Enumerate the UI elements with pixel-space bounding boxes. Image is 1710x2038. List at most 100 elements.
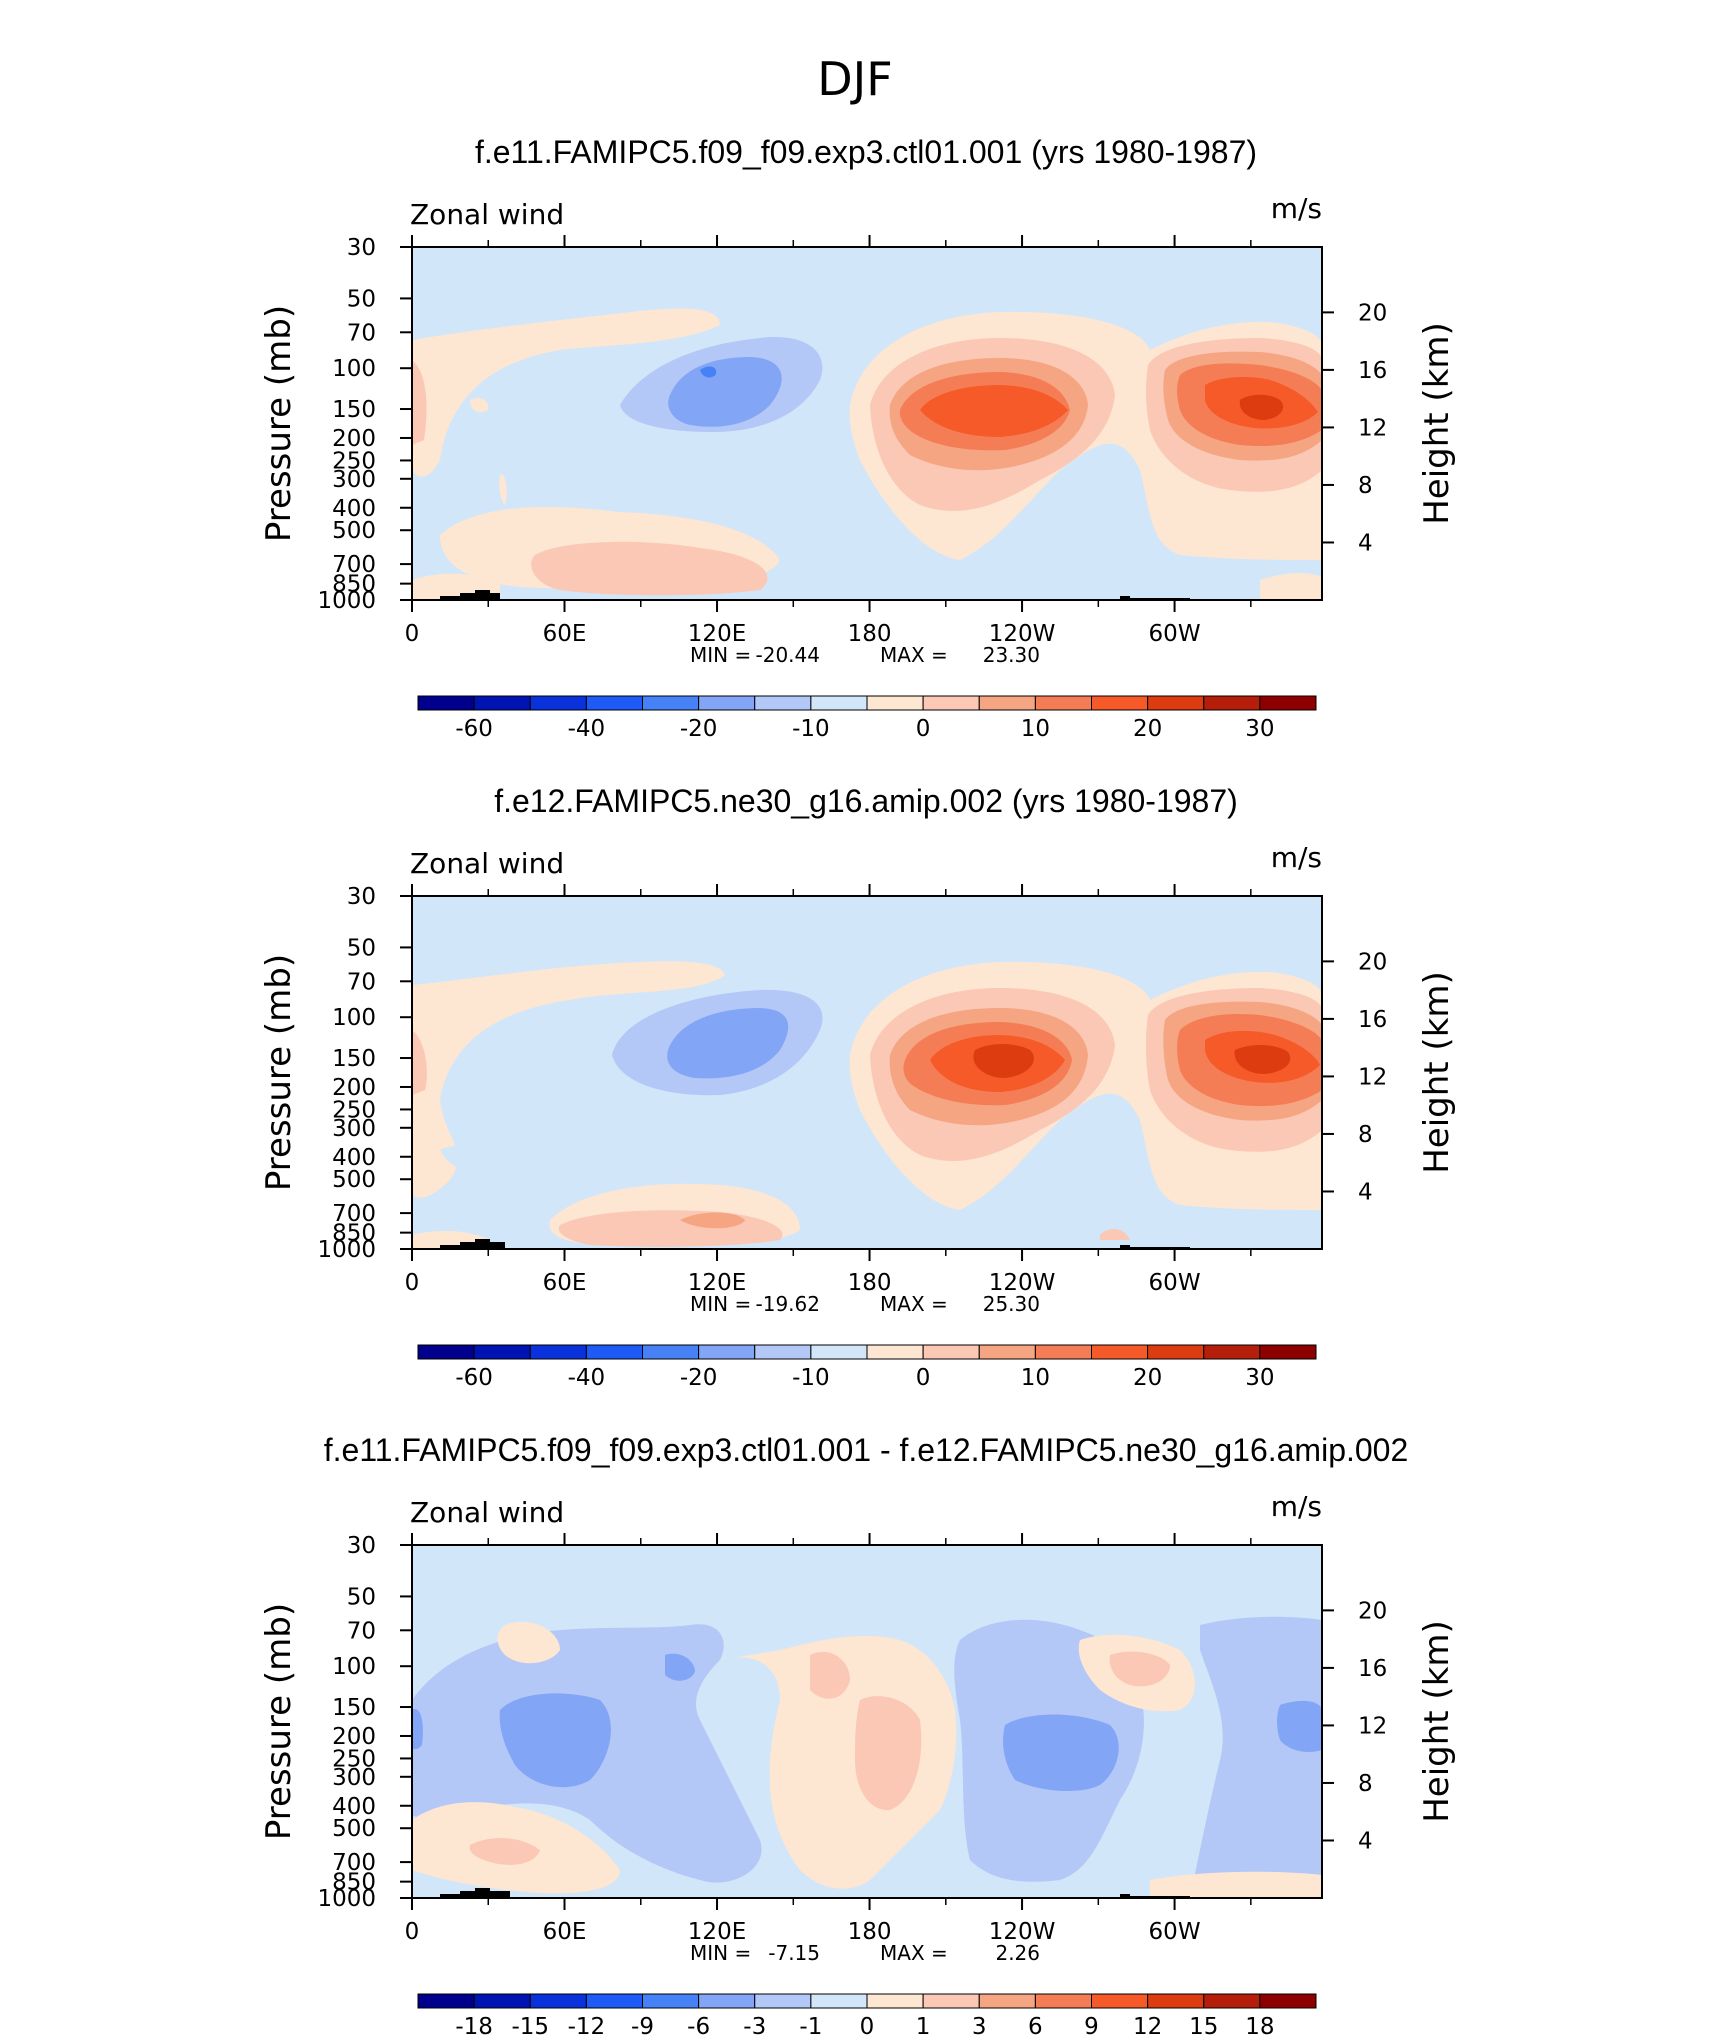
colorbar-label: 30 bbox=[1245, 1365, 1274, 1391]
colorbar-swatch bbox=[978, 695, 1036, 711]
colorbar-swatch bbox=[754, 1993, 812, 2009]
colorbar-swatch bbox=[1091, 1993, 1149, 2009]
colorbar-swatch bbox=[417, 1993, 475, 2009]
colorbar-label: -10 bbox=[792, 716, 830, 742]
y-tick-label: 300 bbox=[332, 1765, 376, 1791]
y-right-tick-label: 16 bbox=[1358, 1007, 1387, 1033]
field-label: Zonal wind bbox=[410, 847, 564, 880]
y-axis-title: Pressure (mb) bbox=[259, 954, 299, 1191]
y-tick-label: 850 bbox=[332, 1221, 376, 1247]
y-tick-label: 70 bbox=[347, 1618, 376, 1644]
colorbar-label: 1 bbox=[916, 2014, 931, 2038]
colorbar-label: -1 bbox=[799, 2014, 822, 2038]
colorbar-label: -60 bbox=[455, 1365, 493, 1391]
colorbar-swatch bbox=[698, 695, 756, 711]
x-tick-label: 0 bbox=[405, 621, 420, 647]
y-tick-label: 250 bbox=[332, 1746, 376, 1772]
y-right-tick-label: 8 bbox=[1358, 1122, 1373, 1148]
contour-positive bbox=[1239, 394, 1284, 420]
y-axis-title: Pressure (mb) bbox=[259, 305, 299, 542]
panel-amip002: f.e12.FAMIPC5.ne30_g16.amip.002 (yrs 198… bbox=[410, 783, 1323, 1250]
y-tick-label: 1000 bbox=[317, 1886, 376, 1912]
y-tick-label: 30 bbox=[347, 884, 376, 910]
y-tick-label: 1000 bbox=[317, 588, 376, 614]
contour-negative bbox=[700, 366, 717, 378]
y-tick-label: 100 bbox=[332, 1654, 376, 1680]
y-tick-label: 500 bbox=[332, 1816, 376, 1842]
colorbar-label: 0 bbox=[860, 2014, 875, 2038]
topography bbox=[440, 590, 500, 600]
colorbar-swatch bbox=[1147, 1993, 1205, 2009]
colorbar-swatch bbox=[698, 1344, 756, 1360]
units-label: m/s bbox=[1271, 192, 1322, 225]
colorbar-swatch bbox=[642, 1344, 700, 1360]
y-right-tick-label: 16 bbox=[1358, 358, 1387, 384]
y-tick-label: 1000 bbox=[317, 1237, 376, 1263]
topography bbox=[440, 1888, 510, 1898]
y-right-tick-label: 4 bbox=[1358, 1828, 1373, 1854]
colorbar-layer: -60 -40 -20 -10 0 10 20 30-60 -40 -20 -10 0 10 20 30-1… bbox=[417, 695, 1317, 2038]
x-tick-label: 60W bbox=[1149, 621, 1201, 647]
field-label: Zonal wind bbox=[410, 1496, 564, 1529]
x-tick-label: 0 bbox=[405, 1919, 420, 1945]
y-right-tick-label: 20 bbox=[1358, 949, 1387, 975]
colorbar-swatch bbox=[1091, 1344, 1149, 1360]
plot-frame bbox=[411, 246, 1323, 601]
colorbar-label: 6 bbox=[1028, 2014, 1043, 2038]
panel-title: f.e11.FAMIPC5.f09_f09.exp3.ctl01.001 (yr… bbox=[475, 134, 1257, 170]
colorbar-swatch bbox=[529, 695, 587, 711]
colorbar-label: -60 bbox=[455, 716, 493, 742]
contour-positive bbox=[497, 1621, 560, 1664]
contour-negative bbox=[1003, 1714, 1119, 1792]
colorbar-swatch bbox=[1034, 1993, 1092, 2009]
y-tick-label: 70 bbox=[347, 969, 376, 995]
y-tick-label: 200 bbox=[332, 1724, 376, 1750]
y-tick-label: 850 bbox=[332, 1870, 376, 1896]
x-tick-label: 0 bbox=[405, 1270, 420, 1296]
y-right-axis-title: Height (km) bbox=[1417, 971, 1457, 1174]
contour-positive bbox=[412, 360, 427, 445]
min-value: -19.62 bbox=[756, 1292, 820, 1316]
y-tick-label: 50 bbox=[347, 286, 376, 312]
colorbar-swatch bbox=[473, 695, 531, 711]
contour-positive bbox=[1109, 1651, 1170, 1687]
colorbar-label: -18 bbox=[455, 2014, 493, 2038]
colorbar-swatch bbox=[1259, 1344, 1317, 1360]
x-tick-label: 180 bbox=[848, 621, 892, 647]
y-tick-label: 50 bbox=[347, 1584, 376, 1610]
colorbar-label: -3 bbox=[743, 2014, 766, 2038]
y-tick-label: 150 bbox=[332, 1695, 376, 1721]
colorbar-swatch bbox=[1259, 695, 1317, 711]
x-tick-label: 60W bbox=[1149, 1270, 1201, 1296]
x-tick-label: 120W bbox=[989, 1270, 1056, 1296]
colorbar-swatch bbox=[1091, 695, 1149, 711]
colorbar-label: 10 bbox=[1021, 716, 1050, 742]
topography bbox=[440, 1239, 505, 1249]
colorbar-label: -6 bbox=[687, 2014, 710, 2038]
colorbar-swatch bbox=[866, 1993, 924, 2009]
figure-title: DJF bbox=[817, 52, 892, 106]
contour-positive bbox=[920, 385, 1068, 437]
colorbar-swatch bbox=[810, 695, 868, 711]
min-value: -20.44 bbox=[756, 643, 820, 667]
y-tick-label: 400 bbox=[332, 496, 376, 522]
x-tick-label: 60E bbox=[543, 1919, 587, 1945]
colorbar-label: 20 bbox=[1133, 1365, 1162, 1391]
contour-negative bbox=[499, 1693, 611, 1788]
y-tick-label: 700 bbox=[332, 1201, 376, 1227]
panel-title: f.e11.FAMIPC5.f09_f09.exp3.ctl01.001 - f… bbox=[324, 1432, 1409, 1468]
colorbar-label: 15 bbox=[1189, 2014, 1218, 2038]
y-right-tick-label: 12 bbox=[1358, 1064, 1387, 1090]
y-right-tick-label: 8 bbox=[1358, 1771, 1373, 1797]
min-label: MIN = bbox=[690, 1941, 751, 1965]
colorbar-label: 12 bbox=[1133, 2014, 1162, 2038]
colorbar-swatch bbox=[642, 1993, 700, 2009]
contour-positive bbox=[680, 1212, 745, 1229]
y-right-tick-label: 4 bbox=[1358, 530, 1373, 556]
y-right-tick-label: 8 bbox=[1358, 473, 1373, 499]
colorbar-label: -40 bbox=[568, 1365, 606, 1391]
contour-field bbox=[412, 1545, 1322, 1898]
contour-positive bbox=[720, 1635, 957, 1889]
contour-positive bbox=[1260, 573, 1322, 600]
